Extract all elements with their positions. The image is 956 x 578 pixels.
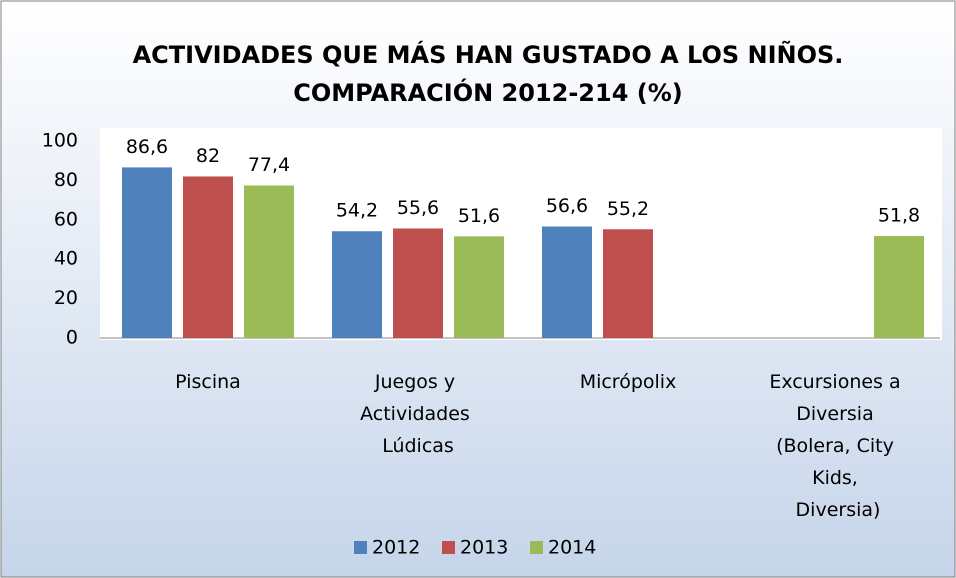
chart-title: COMPARACIÓN 2012-214 (%) (293, 77, 683, 107)
plot-area (100, 128, 942, 340)
y-tick-label: 100 (42, 130, 78, 152)
data-label: 51,6 (458, 205, 500, 227)
x-tick-label: Piscina (175, 371, 241, 393)
bar (454, 236, 504, 338)
data-label: 86,6 (126, 136, 168, 158)
chart-title: ACTIVIDADES QUE MÁS HAN GUSTADO A LOS NI… (133, 40, 844, 69)
bar (122, 167, 172, 338)
y-tick-label: 60 (54, 208, 78, 230)
x-tick-label: Juegos y Actividades Lúdicas (360, 371, 476, 457)
legend-label: 2014 (548, 537, 596, 559)
x-tick-label: Excursiones a Diversia (Bolera, City Kid… (769, 371, 906, 521)
data-label: 82 (196, 145, 220, 167)
bar (183, 176, 233, 338)
bar (244, 185, 294, 338)
bar (874, 235, 924, 338)
data-label: 55,2 (607, 198, 649, 220)
legend-swatch (354, 541, 367, 554)
y-tick-label: 0 (66, 327, 78, 349)
legend-label: 2012 (372, 537, 420, 559)
y-tick-label: 80 (54, 169, 78, 191)
legend-swatch (530, 541, 543, 554)
data-label: 77,4 (248, 154, 290, 176)
data-label: 51,8 (878, 204, 920, 226)
data-label: 56,6 (546, 195, 588, 217)
bar (603, 229, 653, 338)
legend-label: 2013 (460, 537, 508, 559)
bar (332, 231, 382, 338)
bar (393, 228, 443, 338)
y-tick-label: 20 (54, 287, 78, 309)
data-label: 54,2 (336, 200, 378, 222)
bar (542, 226, 592, 338)
legend-swatch (442, 541, 455, 554)
data-label: 55,6 (397, 197, 439, 219)
y-tick-label: 40 (54, 248, 78, 270)
x-tick-label: Micrópolix (580, 371, 677, 393)
